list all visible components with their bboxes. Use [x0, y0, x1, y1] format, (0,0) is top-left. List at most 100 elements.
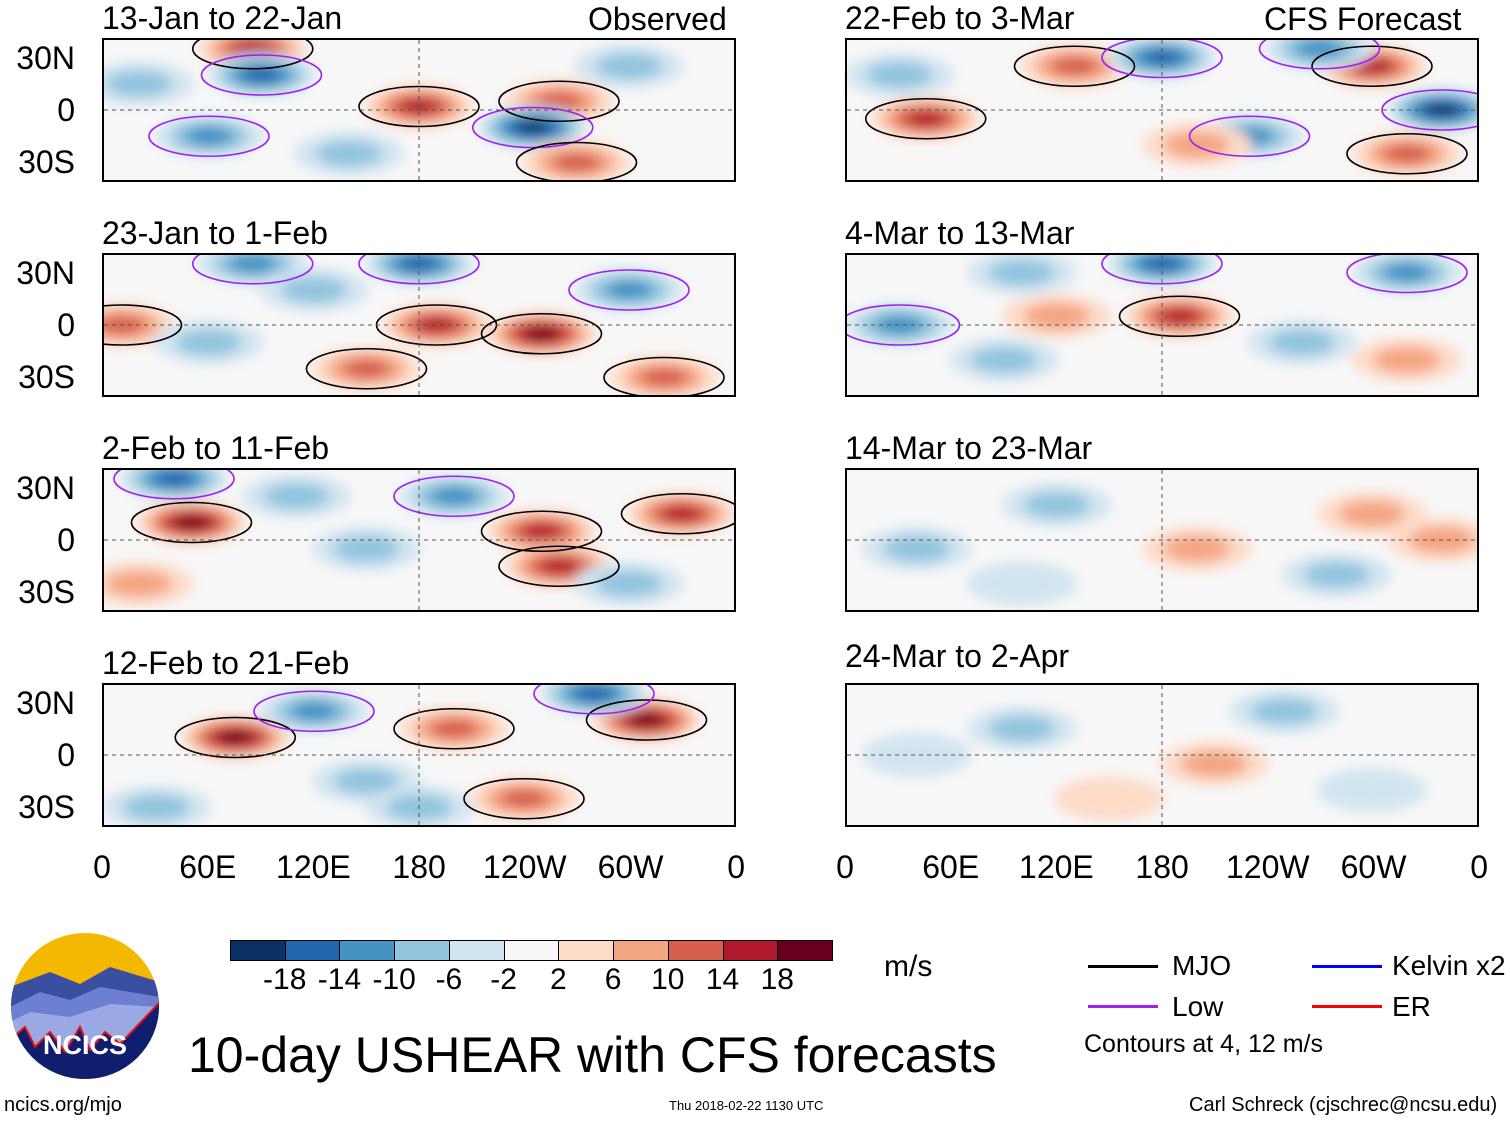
anomaly-shading — [663, 506, 700, 522]
anomaly-shading — [342, 359, 391, 379]
anomaly-shading — [104, 315, 146, 335]
panel-title: 22-Feb to 3-Mar — [845, 0, 1075, 36]
colorbar-label: 14 — [705, 963, 740, 996]
x-tick-label: 0 — [93, 849, 111, 885]
contour — [1381, 89, 1477, 131]
contour — [1118, 295, 1241, 338]
contour — [1258, 40, 1381, 70]
forecast-label: CFS Forecast — [1264, 1, 1462, 37]
anomaly-shading — [1181, 750, 1248, 777]
x-tick-label: 120W — [1226, 849, 1310, 885]
legend-low-line — [1088, 1005, 1158, 1008]
map-panel — [102, 253, 736, 397]
legend-kelvin-label: Kelvin x2 — [1392, 950, 1506, 981]
x-tick-label: 180 — [392, 849, 446, 885]
anomaly-shading — [281, 276, 347, 304]
contour — [191, 255, 314, 285]
x-tick-label: 60W — [1340, 849, 1407, 885]
colorbar-swatch — [667, 940, 724, 961]
y-tick-label: 30N — [16, 40, 75, 76]
panel-title: 12-Feb to 21-Feb — [102, 645, 350, 681]
x-tick-label: 60E — [922, 849, 980, 885]
contour — [130, 501, 253, 544]
contour — [305, 347, 428, 390]
anomaly-shading — [989, 259, 1055, 286]
y-tick-label: 30S — [18, 144, 75, 180]
y-tick-label: 30S — [18, 789, 75, 825]
map-panel — [845, 683, 1479, 827]
colorbar-swatch — [284, 940, 341, 961]
anomaly-shading — [430, 486, 478, 506]
contour — [1311, 45, 1433, 88]
anomaly-shading — [290, 701, 338, 721]
colorbar-label: -10 — [372, 963, 416, 996]
x-tick-label: 60W — [597, 849, 664, 885]
anomaly-shading — [552, 153, 601, 172]
anomaly-shading — [243, 67, 280, 83]
anomaly-shading — [605, 280, 653, 300]
y-tick-label: 30N — [16, 255, 75, 291]
anomaly-shading — [1251, 698, 1318, 725]
panel-title: 13-Jan to 22-Jan — [102, 0, 343, 36]
colorbar-swatch — [503, 940, 560, 961]
anomaly-shading — [540, 558, 578, 574]
colorbar-unit: m/s — [884, 950, 933, 983]
x-tick-label: 120E — [276, 849, 351, 885]
legend-mjo-label: MJO — [1172, 950, 1232, 981]
colorbar-swatch — [613, 940, 669, 961]
contour — [498, 80, 620, 123]
anomaly-shading — [1269, 329, 1335, 356]
footer-author: Carl Schreck (cjschrec@ncsu.edu) — [1189, 1094, 1498, 1116]
anomaly-shading — [185, 126, 233, 146]
anomaly-shading — [967, 561, 1077, 606]
anomaly-shading — [1164, 535, 1230, 562]
anomaly-shading — [1054, 776, 1165, 821]
anomaly-shading — [123, 794, 190, 821]
colorbar-swatch — [558, 940, 615, 961]
colorbar-label: -14 — [317, 963, 362, 996]
anomaly-shading — [1295, 40, 1344, 59]
contour — [515, 141, 638, 180]
colorbar-label: 6 — [604, 963, 622, 996]
contour — [104, 304, 183, 346]
anomaly-shading — [884, 535, 950, 562]
contour — [393, 707, 515, 750]
anomaly-shading — [263, 483, 330, 510]
colorbar-label: 18 — [760, 963, 794, 996]
colorbar-swatch — [230, 940, 286, 961]
contour — [471, 106, 594, 149]
contour — [463, 777, 585, 820]
map-panel — [845, 38, 1479, 182]
anomaly-shading — [333, 768, 400, 795]
contour — [1188, 115, 1311, 158]
contour — [864, 97, 987, 140]
contour — [148, 115, 270, 158]
colorbar-label: -18 — [263, 963, 307, 996]
colorbar-label: -2 — [490, 963, 517, 996]
anomaly-shading — [596, 53, 662, 80]
anomaly-shading — [517, 121, 548, 134]
footer-url: ncics.org/mjo — [4, 1094, 122, 1116]
contour — [191, 40, 314, 70]
ncics-logo: NCICS — [10, 932, 160, 1080]
anomaly-shading — [500, 789, 548, 809]
y-tick-label: 30N — [16, 470, 75, 506]
y-tick-label: 30N — [16, 685, 75, 721]
anomaly-shading — [176, 516, 207, 529]
panel-title: 24-Mar to 2-Apr — [845, 638, 1070, 674]
y-tick-label: 0 — [57, 522, 75, 558]
contour — [620, 492, 734, 535]
anomaly-shading — [640, 368, 688, 387]
colorbar-swatch — [722, 940, 779, 961]
anomaly-shading — [1161, 308, 1198, 324]
anomaly-shading — [220, 731, 251, 744]
anomaly-shading — [989, 715, 1055, 742]
anomaly-shading — [1024, 303, 1090, 330]
anomaly-shading — [907, 111, 945, 127]
footer-timestamp: Thu 2018-02-22 1130 UTC — [669, 1098, 824, 1113]
anomaly-shading — [1317, 768, 1427, 812]
x-tick-label: 0 — [1470, 849, 1489, 885]
anomaly-shading — [1339, 500, 1405, 527]
anomaly-shading — [575, 686, 613, 702]
x-tick-label: 0 — [836, 849, 854, 885]
